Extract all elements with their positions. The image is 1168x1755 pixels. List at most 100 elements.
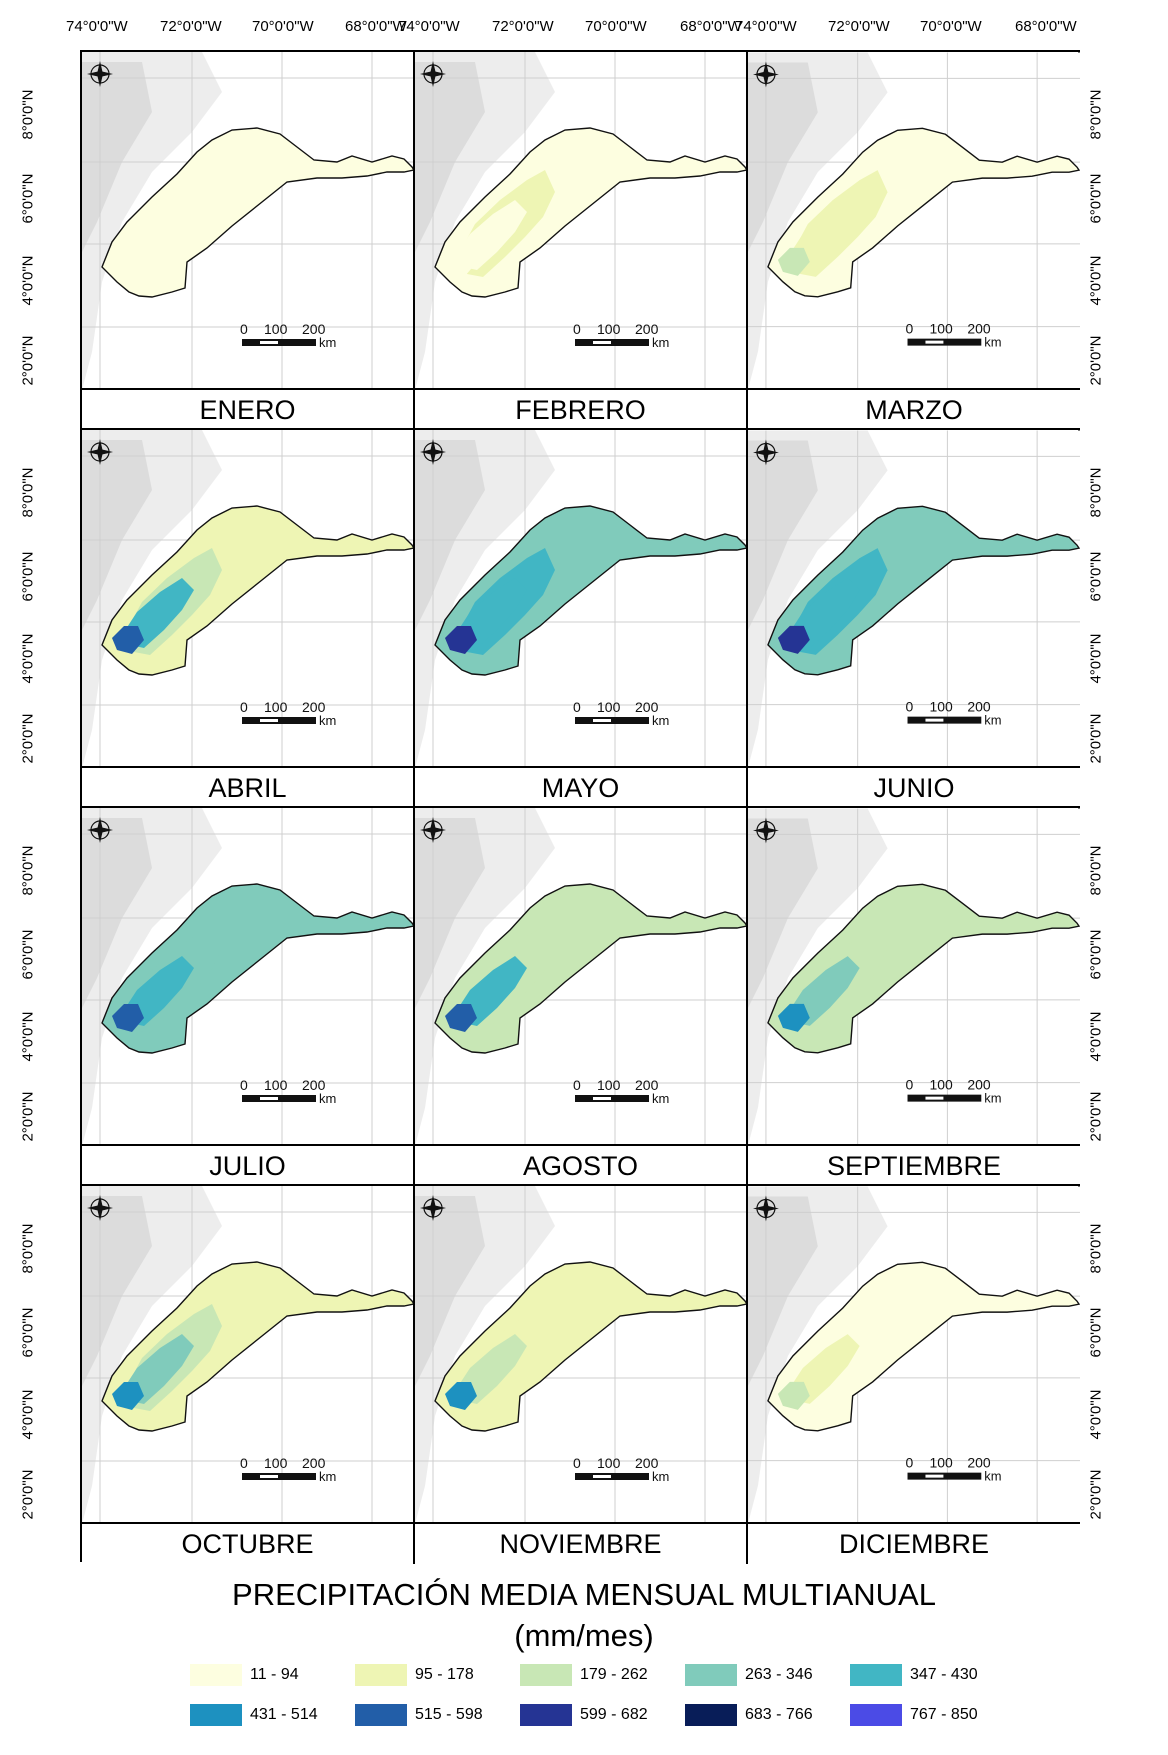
- scale-unit: km: [984, 713, 1001, 728]
- north-arrow-icon: [87, 439, 113, 465]
- basin-outline: [101, 505, 413, 676]
- scale-tick-label: 100: [597, 321, 621, 337]
- legend-swatch: [850, 1664, 902, 1686]
- lat-label: 2°0'0"N: [1087, 1091, 1105, 1142]
- map-panel: 0 100 200 km: [82, 52, 415, 390]
- scale-tick-label: 0: [906, 699, 914, 715]
- legend-label: 599 - 682: [580, 1706, 648, 1723]
- lat-label: 6°0'0"N: [19, 173, 37, 224]
- month-label: JUNIO: [748, 768, 1080, 808]
- legend-item: 347 - 430: [850, 1664, 1010, 1686]
- scale-bar: [242, 1095, 316, 1102]
- lat-label: 6°0'0"N: [19, 551, 37, 602]
- month-label: MAYO: [415, 768, 748, 808]
- basin-zone: [122, 1334, 194, 1404]
- scale-bar: [575, 339, 649, 346]
- basin-outline: [767, 1261, 1080, 1432]
- legend-swatch: [355, 1664, 407, 1686]
- month-label: ABRIL: [82, 768, 415, 808]
- scale-tick-label: 200: [302, 1455, 326, 1471]
- scale-tick-label: 0: [240, 1455, 248, 1471]
- basin-zone: [122, 956, 194, 1026]
- north-arrow-icon: [87, 1195, 113, 1221]
- legend-swatch: [520, 1664, 572, 1686]
- map-panel: 0 100 200 km: [82, 1186, 415, 1524]
- scale-bar: [575, 1095, 649, 1102]
- scale-bar: [907, 1472, 982, 1480]
- basin-zone: [435, 128, 746, 297]
- map-panel: 0 100 200 km: [415, 52, 748, 390]
- scale-tick-label: 100: [264, 699, 288, 715]
- basin-zone: [445, 1382, 477, 1410]
- map-panel: 0 100 200 km: [82, 430, 415, 768]
- lon-label: 70°0'0"W: [252, 18, 314, 35]
- legend-item: 767 - 850: [850, 1704, 1010, 1726]
- basin-zone: [787, 956, 860, 1026]
- scale-tick-label: 100: [597, 1455, 621, 1471]
- legend-swatch: [190, 1704, 242, 1726]
- scale-tick-label: 0: [906, 1455, 914, 1471]
- north-arrow-icon: [87, 61, 113, 87]
- lon-label: 72°0'0"W: [828, 18, 890, 35]
- basin-zone: [112, 1004, 144, 1032]
- scale-bar: [242, 339, 316, 346]
- north-arrow-icon: [420, 439, 446, 465]
- month-label: DICIEMBRE: [748, 1524, 1080, 1564]
- month-label: AGOSTO: [415, 1146, 748, 1186]
- scale-tick-label: 200: [635, 699, 659, 715]
- lon-label: 72°0'0"W: [492, 18, 554, 35]
- lat-label: 8°0'0"N: [1087, 89, 1105, 140]
- scale-bar: [907, 1094, 982, 1102]
- lon-label: 74°0'0"W: [398, 18, 460, 35]
- month-label: JULIO: [82, 1146, 415, 1186]
- lon-label: 68°0'0"W: [345, 18, 407, 35]
- basin-zone: [455, 956, 527, 1026]
- scale-unit: km: [652, 1469, 669, 1484]
- scale-tick-label: 200: [967, 1455, 991, 1471]
- north-arrow-icon: [420, 61, 446, 87]
- map-panel: 0 100 200 km: [415, 1186, 748, 1524]
- month-label: NOVIEMBRE: [415, 1524, 748, 1564]
- basin-zone: [445, 626, 477, 654]
- lat-label: 2°0'0"N: [19, 1091, 37, 1142]
- basin-outline: [101, 883, 413, 1054]
- basin-zone: [102, 506, 413, 675]
- scale-tick-label: 0: [573, 1455, 581, 1471]
- map-title: PRECIPITACIÓN MEDIA MENSUAL MULTIANUAL: [232, 1577, 936, 1612]
- scale-tick-label: 100: [929, 1077, 953, 1093]
- scale-unit: km: [652, 335, 669, 350]
- month-label: OCTUBRE: [82, 1524, 415, 1564]
- basin-outline: [101, 1261, 413, 1432]
- north-arrow-icon: [420, 817, 446, 843]
- month-label: ENERO: [82, 390, 415, 430]
- lon-label: 72°0'0"W: [160, 18, 222, 35]
- basin-zone: [435, 506, 746, 675]
- basin-zone: [455, 578, 527, 648]
- legend-label: 347 - 430: [910, 1666, 978, 1683]
- map-panel: 0 100 200 km: [748, 430, 1080, 768]
- month-label: SEPTIEMBRE: [748, 1146, 1080, 1186]
- basin-outline: [767, 505, 1080, 676]
- lat-label: 4°0'0"N: [1087, 255, 1105, 306]
- basin-outline: [767, 883, 1080, 1054]
- lat-label: 8°0'0"N: [1087, 1223, 1105, 1274]
- lat-label: 2°0'0"N: [19, 1469, 37, 1520]
- map-panel: 0 100 200 km: [748, 52, 1080, 390]
- basin-zone: [777, 247, 810, 276]
- scale-unit: km: [984, 1469, 1001, 1484]
- legend-label: 263 - 346: [745, 1666, 813, 1683]
- scale-tick-label: 200: [302, 321, 326, 337]
- map-panel: 0 100 200 km: [415, 430, 748, 768]
- basin-zone: [102, 884, 413, 1053]
- basin-zone: [112, 1382, 144, 1410]
- scale-unit: km: [319, 713, 336, 728]
- lat-label: 8°0'0"N: [19, 845, 37, 896]
